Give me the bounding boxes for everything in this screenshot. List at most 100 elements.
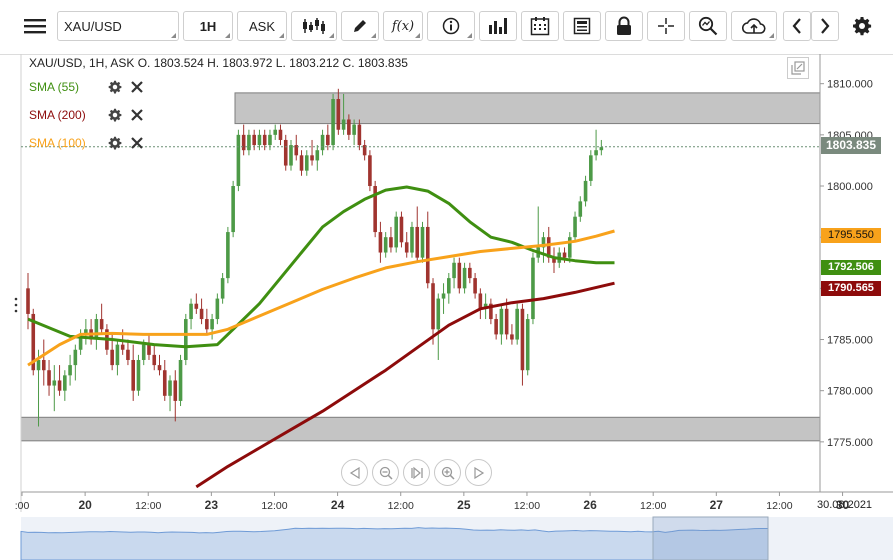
sma55-value-tag: 1792.506	[821, 260, 881, 275]
candle-body	[178, 359, 183, 401]
candle-body	[510, 334, 514, 340]
zoom-search-icon	[698, 16, 718, 36]
sma200-label: SMA (200)	[29, 108, 86, 122]
x-tick-label: 23	[205, 498, 219, 512]
candle-body	[294, 145, 299, 156]
calendar-button[interactable]	[521, 11, 559, 41]
info-button[interactable]	[427, 11, 475, 41]
draw-tools-button[interactable]	[341, 11, 379, 41]
crosshair-icon	[658, 18, 674, 34]
sma200-value-tag: 1790.565	[821, 281, 881, 296]
toolbar: XAU/USD 1H ASK f(x)	[0, 0, 893, 55]
price-type-select[interactable]: ASK	[237, 11, 287, 41]
candle-body	[304, 155, 309, 171]
gear-icon[interactable]	[108, 108, 122, 122]
x-tick-label: 30	[836, 498, 850, 512]
expand-chart-button[interactable]	[787, 57, 809, 79]
reset-view-button[interactable]	[403, 459, 430, 486]
x-tick-label: 20	[78, 498, 92, 512]
price-chart[interactable]: 1810.0001805.0001800.0001795.0001790.000…	[0, 54, 893, 560]
candle-body	[525, 319, 530, 371]
chevron-right-icon	[821, 18, 830, 34]
candle-body	[152, 354, 157, 366]
candle-body	[315, 150, 320, 161]
candle-body	[320, 134, 325, 151]
candle-body	[447, 278, 451, 294]
candle-body	[489, 303, 493, 320]
zoom-button[interactable]	[689, 11, 727, 41]
zoom-out-button[interactable]	[372, 459, 399, 486]
candle-body	[483, 303, 488, 309]
crosshair-button[interactable]	[647, 11, 685, 41]
gear-icon[interactable]	[108, 136, 122, 150]
zoom-in-button[interactable]	[434, 459, 461, 486]
bar-chart-icon	[489, 18, 507, 34]
x-tick-label: 12:00	[261, 500, 287, 512]
candle-body	[257, 134, 262, 146]
close-icon[interactable]	[130, 136, 144, 150]
candle-body	[278, 129, 283, 140]
share-button[interactable]	[731, 11, 777, 41]
gear-icon[interactable]	[108, 80, 122, 94]
x-tick-label: 12:00	[135, 500, 161, 512]
chart-type-button[interactable]	[291, 11, 337, 41]
candle-body	[99, 319, 104, 330]
candle-body	[173, 380, 178, 401]
candle-body	[425, 226, 430, 284]
x-tick-label: 27	[710, 498, 724, 512]
candle-body	[84, 329, 88, 335]
settings-button[interactable]	[847, 11, 877, 41]
scroll-left-button[interactable]	[783, 11, 811, 41]
candle-body	[457, 262, 462, 289]
expand-icon	[791, 61, 805, 75]
x-tick-label: 12:00	[640, 500, 666, 512]
candle-body	[415, 226, 420, 258]
candle-body	[599, 147, 604, 151]
candle-body	[331, 99, 335, 146]
x-tick-label: 25	[457, 498, 471, 512]
menu-button[interactable]	[15, 11, 55, 41]
y-tick-label: 1810.000	[827, 79, 873, 91]
candle-body	[78, 334, 83, 350]
candle-body	[31, 313, 36, 371]
overview-window	[652, 516, 769, 560]
function-fx-icon: f(x)	[391, 18, 415, 34]
candle-body	[215, 298, 220, 320]
candle-body	[541, 237, 546, 248]
candle-body	[567, 237, 572, 258]
candle-body	[199, 308, 204, 320]
candle-body	[136, 359, 141, 391]
candle-body	[210, 319, 214, 330]
pan-right-button[interactable]	[465, 459, 492, 486]
candle-body	[552, 257, 556, 263]
pan-left-button[interactable]	[341, 459, 368, 486]
candle-body	[504, 308, 509, 335]
sma55-label: SMA (55)	[29, 80, 80, 94]
close-icon[interactable]	[130, 80, 144, 94]
y-tick-label: 1780.000	[827, 386, 873, 398]
drag-handle[interactable]	[14, 296, 18, 316]
zoom-in-icon	[441, 466, 455, 480]
candle-body	[162, 370, 167, 396]
news-button[interactable]	[563, 11, 601, 41]
indicators-button[interactable]: f(x)	[383, 11, 423, 41]
scroll-right-button[interactable]	[811, 11, 839, 41]
candle-body	[115, 344, 120, 366]
calendar-icon	[530, 17, 550, 36]
candle-body	[473, 278, 477, 294]
symbol-select[interactable]: XAU/USD	[57, 11, 179, 41]
chart-nav-controls	[341, 459, 492, 486]
timeframe-select[interactable]: 1H	[183, 11, 233, 41]
candle-body	[157, 365, 162, 371]
candle-body	[589, 155, 593, 181]
candle-body	[189, 303, 193, 320]
x-tick-label: 24	[331, 498, 345, 512]
candle-body	[594, 150, 598, 156]
volume-button[interactable]	[479, 11, 517, 41]
lock-button[interactable]	[605, 11, 643, 41]
candle-body	[110, 349, 114, 366]
news-icon	[573, 17, 591, 35]
close-icon[interactable]	[130, 108, 144, 122]
candle-body	[241, 134, 246, 151]
candle-body	[478, 293, 483, 309]
